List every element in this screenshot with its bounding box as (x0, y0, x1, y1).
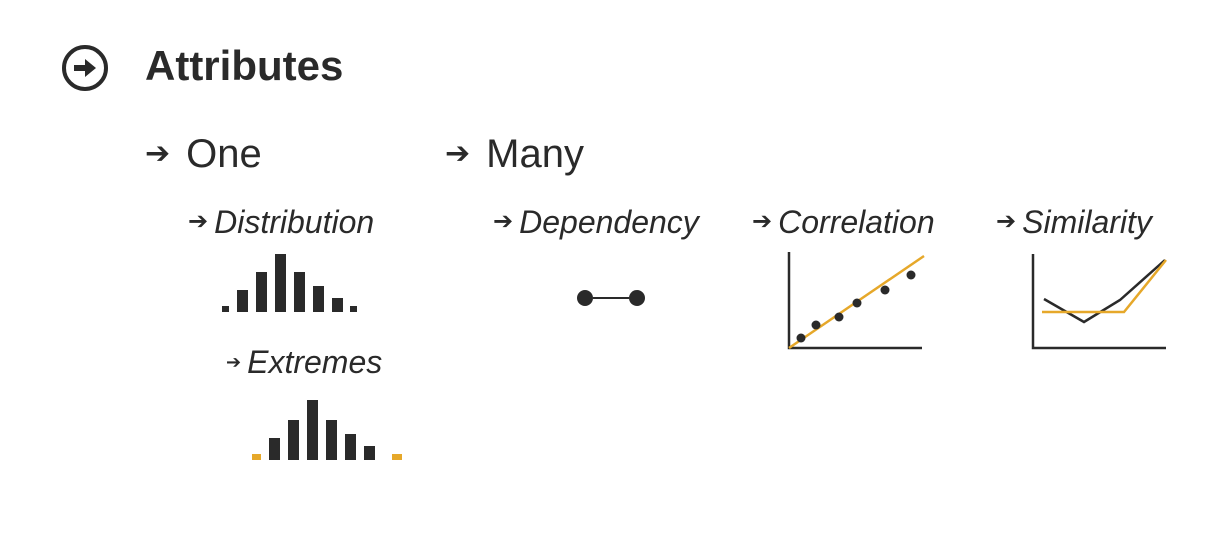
many-heading: ➔ Many (445, 130, 584, 178)
right-arrow-icon: ➔ (226, 352, 242, 372)
one-heading: ➔ One (145, 130, 262, 178)
distribution-label: Distribution (214, 204, 375, 240)
correlation-label: Correlation (778, 204, 935, 240)
right-arrow-icon: ➔ (188, 208, 209, 235)
one-label: One (186, 132, 262, 176)
right-arrow-icon: ➔ (752, 208, 773, 235)
extremes-label: Extremes (247, 344, 383, 380)
histogram-extremes-icon (252, 400, 402, 460)
dependency-label: Dependency (519, 204, 699, 240)
right-arrow-icon: ➔ (493, 208, 514, 235)
line-similarity-icon (1031, 254, 1167, 350)
similarity-label: Similarity (1022, 204, 1152, 240)
right-arrow-icon: ➔ (145, 137, 171, 170)
similarity-heading: ➔ Similarity (996, 202, 1152, 242)
correlation-heading: ➔ Correlation (752, 202, 935, 242)
extremes-heading: ➔ Extremes (226, 342, 382, 382)
right-arrow-icon: ➔ (445, 137, 471, 170)
page-title: Attributes (145, 42, 344, 89)
right-arrow-icon: ➔ (996, 208, 1017, 235)
histogram-icon (222, 254, 357, 312)
scatterplot-correlation-icon (787, 252, 925, 350)
dependency-icon (577, 290, 645, 306)
distribution-heading: ➔ Distribution (188, 202, 374, 242)
circled-right-arrow-icon (62, 45, 108, 91)
many-label: Many (486, 132, 584, 176)
dependency-heading: ➔ Dependency (493, 202, 699, 242)
